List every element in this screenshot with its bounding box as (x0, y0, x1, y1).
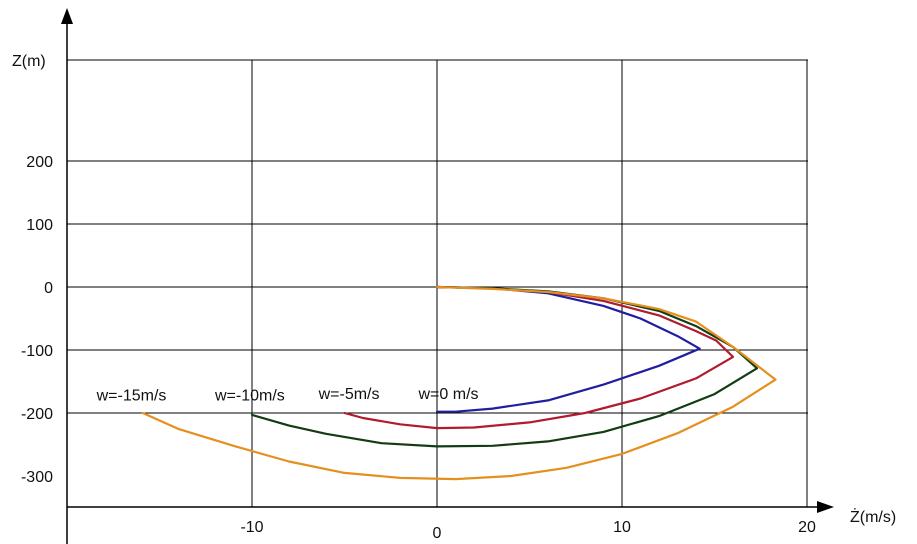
series-lines (141, 285, 777, 481)
y-tick-label: 100 (26, 217, 53, 234)
y-tick-label: -100 (21, 343, 53, 360)
x-tick-label: 0 (433, 525, 442, 542)
axes: Z(m) Ż(m/s) (12, 8, 896, 544)
y-tick-label: 0 (44, 280, 53, 297)
gridlines (67, 59, 808, 507)
x-axis-arrow (817, 501, 834, 513)
y-tick-label: -300 (21, 469, 53, 486)
series-line (343, 285, 735, 430)
y-axis-arrow (61, 8, 73, 24)
series-label: w=-15m/s (96, 387, 167, 404)
y-axis-label: Z(m) (12, 53, 46, 70)
series-line (141, 285, 777, 481)
series-labels: w=-15m/s w=-10m/s w=-5m/s w=0 m/s (96, 386, 479, 404)
x-axis-label: Ż(m/s) (850, 507, 896, 526)
series-label: w=-10m/s (214, 387, 285, 404)
y-tick-label: -200 (21, 406, 53, 423)
series-label: w=-5m/s (318, 386, 380, 403)
x-tick-label: 10 (613, 519, 631, 536)
series-label: w=0 m/s (418, 386, 479, 403)
x-tick-label: -10 (240, 519, 263, 536)
series-line (250, 285, 759, 448)
x-tick-label: 20 (798, 519, 816, 536)
series-line (435, 285, 701, 413)
y-tick-label: 200 (26, 154, 53, 171)
